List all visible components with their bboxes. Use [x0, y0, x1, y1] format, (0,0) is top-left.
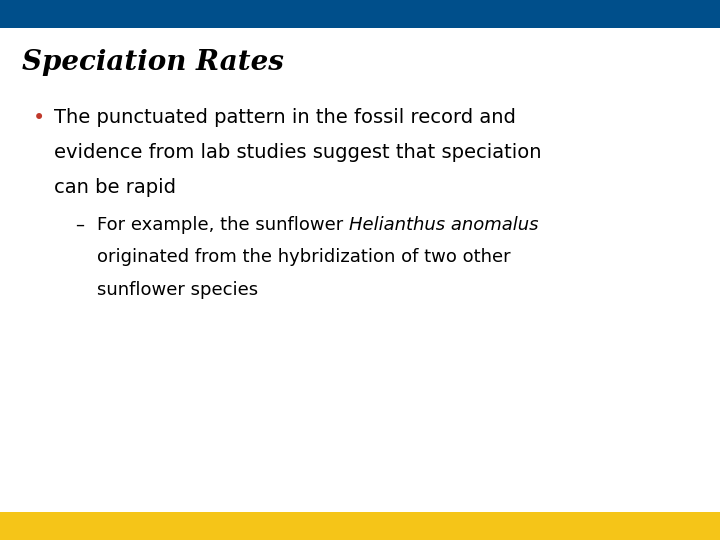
- Text: © 2011 Pearson Education, Inc.: © 2011 Pearson Education, Inc.: [14, 521, 191, 531]
- Text: evidence from lab studies suggest that speciation: evidence from lab studies suggest that s…: [54, 143, 541, 162]
- Text: For example, the sunflower: For example, the sunflower: [97, 216, 349, 234]
- Text: –: –: [76, 216, 85, 234]
- Text: Helianthus anomalus: Helianthus anomalus: [349, 216, 539, 234]
- Text: Speciation Rates: Speciation Rates: [22, 49, 284, 76]
- Text: can be rapid: can be rapid: [54, 178, 176, 197]
- Text: •: •: [32, 108, 45, 128]
- Text: The punctuated pattern in the fossil record and: The punctuated pattern in the fossil rec…: [54, 108, 516, 127]
- Text: originated from the hybridization of two other: originated from the hybridization of two…: [97, 248, 510, 266]
- Text: sunflower species: sunflower species: [97, 281, 258, 299]
